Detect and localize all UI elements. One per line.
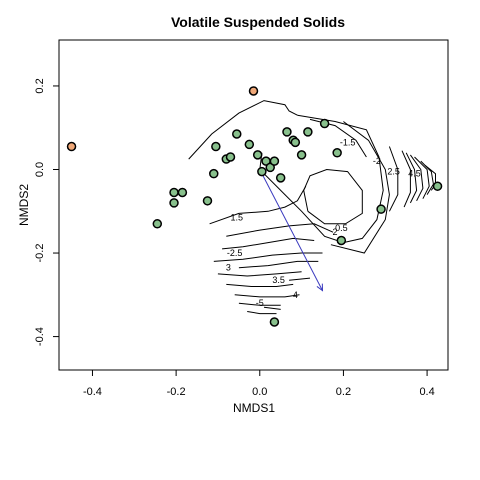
contour-label: -5 [256,298,264,308]
contour-line [289,277,311,281]
data-point [252,150,263,160]
data-point [282,127,292,137]
contour-labels: 0.5 -1.5 1.5 -2 2 -2.5 2.5 3 3.5 4 -5 4.5 [226,137,421,308]
data-point [303,127,313,137]
data-point [257,166,267,177]
contour-line [213,252,323,262]
contour-line [188,100,298,160]
x-axis-label: NMDS1 [233,401,275,415]
contour-line [303,168,363,225]
data-point [432,181,443,191]
data-point [169,198,179,208]
data-point [290,137,301,148]
vector-arrow [259,169,324,292]
contour-line [226,223,334,237]
x-tick-label: -0.4 [83,386,102,398]
y-tick-label: 0.0 [34,162,46,177]
data-point [244,139,255,150]
data-point [296,150,307,160]
data-point [336,235,347,246]
y-tick-label: -0.4 [34,327,46,346]
data-point [265,162,275,173]
contour-line [330,121,390,254]
y-tick-label: 0.2 [34,78,46,93]
data-points [66,86,443,327]
contour-line [414,156,430,199]
contour-line [263,306,281,310]
data-point [66,141,77,152]
arrow-shaft [259,169,323,291]
contour-line [234,294,300,298]
x-tick-label: 0.4 [419,386,434,398]
data-point [376,204,386,214]
contour-line [247,311,277,315]
contour-label: 2 [333,227,338,237]
contour-label: -2.5 [227,248,243,258]
contour-line [209,185,307,225]
contour-lines [188,100,436,315]
contour-line [259,114,384,244]
contour-label: 3 [226,263,231,273]
data-point [177,187,188,198]
data-point [209,168,219,179]
contour-line [388,146,399,212]
contour-label: 1.5 [231,213,244,223]
data-point [319,118,330,129]
data-point [211,141,221,152]
data-point [202,196,213,206]
x-tick-label: -0.2 [167,386,186,398]
contour-line [405,152,418,204]
data-point [232,129,242,139]
x-tick-label: 0.0 [252,386,267,398]
contour-label: 4.5 [408,169,421,179]
data-point [275,173,286,183]
data-point [248,86,259,96]
contour-label: 2.5 [387,167,400,177]
data-point [269,317,280,327]
contour-label: 3.5 [272,275,285,285]
arrow-head [316,283,324,292]
data-point [332,148,342,158]
data-point [152,219,163,229]
contour-line [401,150,411,208]
data-point [225,152,236,162]
contour-label: -2 [373,156,381,166]
contour-line [238,260,319,269]
x-tick-label: 0.2 [336,386,351,398]
contour-line [238,302,281,306]
contour-label: 0.5 [335,223,348,233]
data-point [269,156,280,166]
contour-line [226,283,294,287]
contour-label: -1.5 [340,137,356,147]
data-point [169,187,179,198]
chart-title: Volatile Suspended Solids [171,14,345,30]
y-tick-label: -0.2 [34,244,46,263]
y-axis: -0.4 -0.2 0.0 0.2 [34,78,60,346]
y-axis-label: NMDS2 [17,184,31,226]
contour-line [222,237,315,250]
x-axis: -0.4 -0.2 0.0 0.2 0.4 [83,369,435,398]
contour-label: 4 [293,290,298,300]
contour-line [217,271,302,277]
contour-line [409,154,424,202]
